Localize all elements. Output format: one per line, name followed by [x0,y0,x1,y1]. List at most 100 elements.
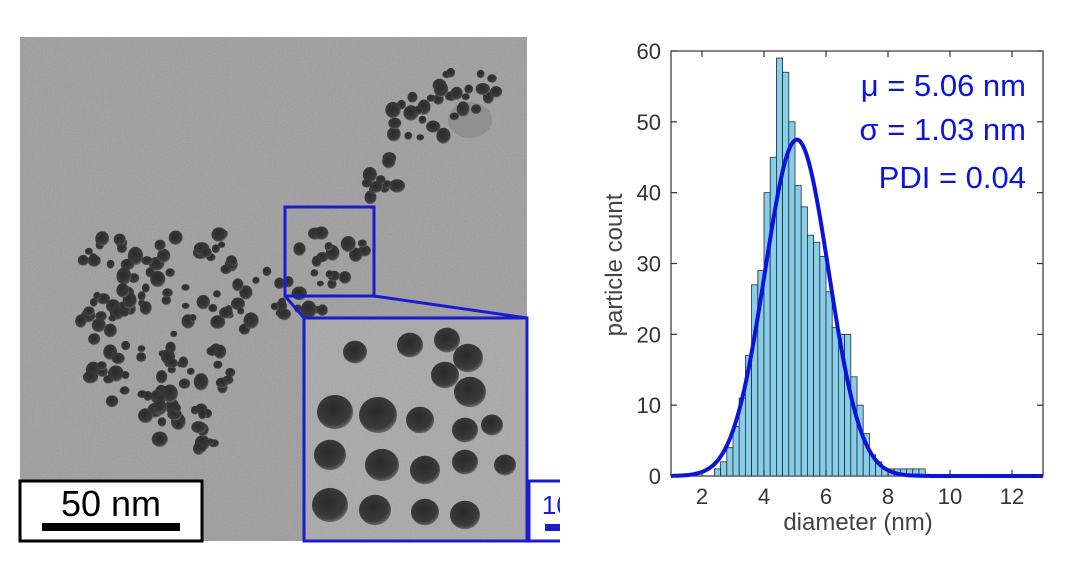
nanoparticle [404,131,413,140]
nanoparticle [471,104,482,115]
nanoparticle [143,391,153,401]
nanoparticle [91,318,106,333]
x-tick-label: 10 [938,484,962,509]
nanoparticle [141,283,150,293]
nanoparticle [252,276,260,284]
nanoparticle [196,294,210,310]
nanoparticle [120,258,135,271]
nanoparticle [219,306,233,319]
histogram-bar [813,241,821,477]
nanoparticle [407,91,418,103]
nanoparticle [446,67,456,78]
nanoparticle-cluster [75,67,503,455]
nanoparticle [218,241,226,248]
nanoparticle [141,256,153,266]
nanoparticle [136,352,147,362]
nanoparticle [426,120,441,133]
x-tick-label: 12 [1000,484,1024,509]
nanoparticle [215,377,229,388]
nanoparticle [476,69,485,79]
nanoparticle-zoomed [454,376,486,408]
nanoparticle [310,269,319,277]
nanoparticle-zoomed [365,448,399,482]
nanoparticle [461,93,470,101]
nanoparticle [301,300,317,319]
nanoparticle [198,409,207,420]
histogram-bar [800,206,808,477]
nanoparticle [157,417,167,427]
nanoparticle [104,323,117,338]
nanoparticle [382,154,396,169]
nanoparticle [237,307,245,315]
y-tick-label: 0 [649,464,661,489]
nanoparticle-zoomed [411,498,439,526]
nanoparticle [150,270,166,288]
nanoparticle [357,239,367,248]
nanoparticle [137,291,146,301]
nanoparticle-zoomed [494,454,516,476]
nanoparticle [291,286,307,301]
histogram-bar [720,461,728,477]
scale-bar-main-label: 50 nm [61,483,161,524]
nanoparticle [116,283,130,298]
x-tick-label: 6 [820,484,832,509]
histogram-bar [794,185,802,477]
nanoparticle [191,421,207,434]
nanoparticle [165,268,175,277]
nanoparticle [189,314,197,322]
x-axis-label: diameter (nm) [783,509,932,536]
nanoparticle [464,84,474,94]
nanoparticle [113,233,126,246]
nanoparticle [349,247,363,262]
zoom-connector-right [373,294,528,320]
nanoparticle [111,352,125,365]
nanoparticle [389,179,406,193]
nanoparticle [262,266,272,277]
nanoparticle [181,302,190,309]
nanoparticle [77,254,89,266]
nanoparticle [211,227,227,242]
y-tick-label: 50 [637,110,661,135]
y-tick-label: 30 [637,252,661,277]
annotation-sigma: σ = 1.03 nm [860,112,1026,147]
gaussian-fit-curve [670,137,1043,478]
y-axis-label: particle count [601,193,628,336]
nanoparticle [277,308,291,320]
annotation-mean: μ = 5.06 nm [861,68,1026,103]
nanoparticle [155,404,164,413]
nanoparticle [293,242,306,256]
x-tick-label: 2 [696,484,708,509]
nanoparticle [168,230,183,245]
nanoparticle [414,105,423,115]
nanoparticle-zoomed [343,340,367,364]
nanoparticle [181,284,190,291]
nanoparticle [314,226,329,240]
nanoparticle-zoomed [434,327,460,353]
zoom-connector-left [283,295,306,319]
nanoparticle [208,304,218,313]
nanoparticle [178,378,191,389]
nanoparticle [364,190,377,205]
histogram-bar [726,447,734,477]
nanoparticle [93,291,101,301]
nanoparticle [434,81,449,98]
nanoparticle [426,94,436,102]
nanoparticle [108,315,117,322]
nanoparticle [416,134,425,141]
nanoparticle [231,297,245,311]
nanoparticle [121,371,130,380]
nanoparticle-zoomed [452,449,478,475]
nanoparticle [121,340,131,351]
nanoparticle [170,330,178,338]
nanoparticle [105,395,119,408]
y-tick-label: 20 [637,322,661,347]
x-tick-label: 8 [882,484,894,509]
zoom-selection-box [283,205,376,298]
scale-bar-main: 50 nm [18,479,204,543]
nanoparticle [154,239,166,251]
nanoparticle [383,180,392,189]
nanoparticle [161,295,172,305]
x-tick-label: 4 [758,484,770,509]
nanoparticle [211,244,220,254]
nanoparticle [220,264,232,275]
